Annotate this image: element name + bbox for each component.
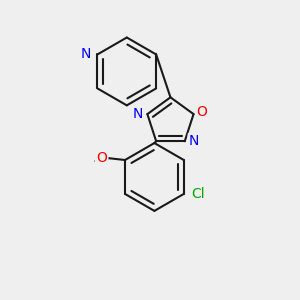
Text: N: N	[189, 134, 200, 148]
Text: Cl: Cl	[192, 187, 205, 201]
Text: O: O	[96, 151, 107, 165]
Text: O: O	[196, 105, 207, 119]
Text: N: N	[133, 107, 143, 121]
Text: N: N	[81, 47, 91, 61]
